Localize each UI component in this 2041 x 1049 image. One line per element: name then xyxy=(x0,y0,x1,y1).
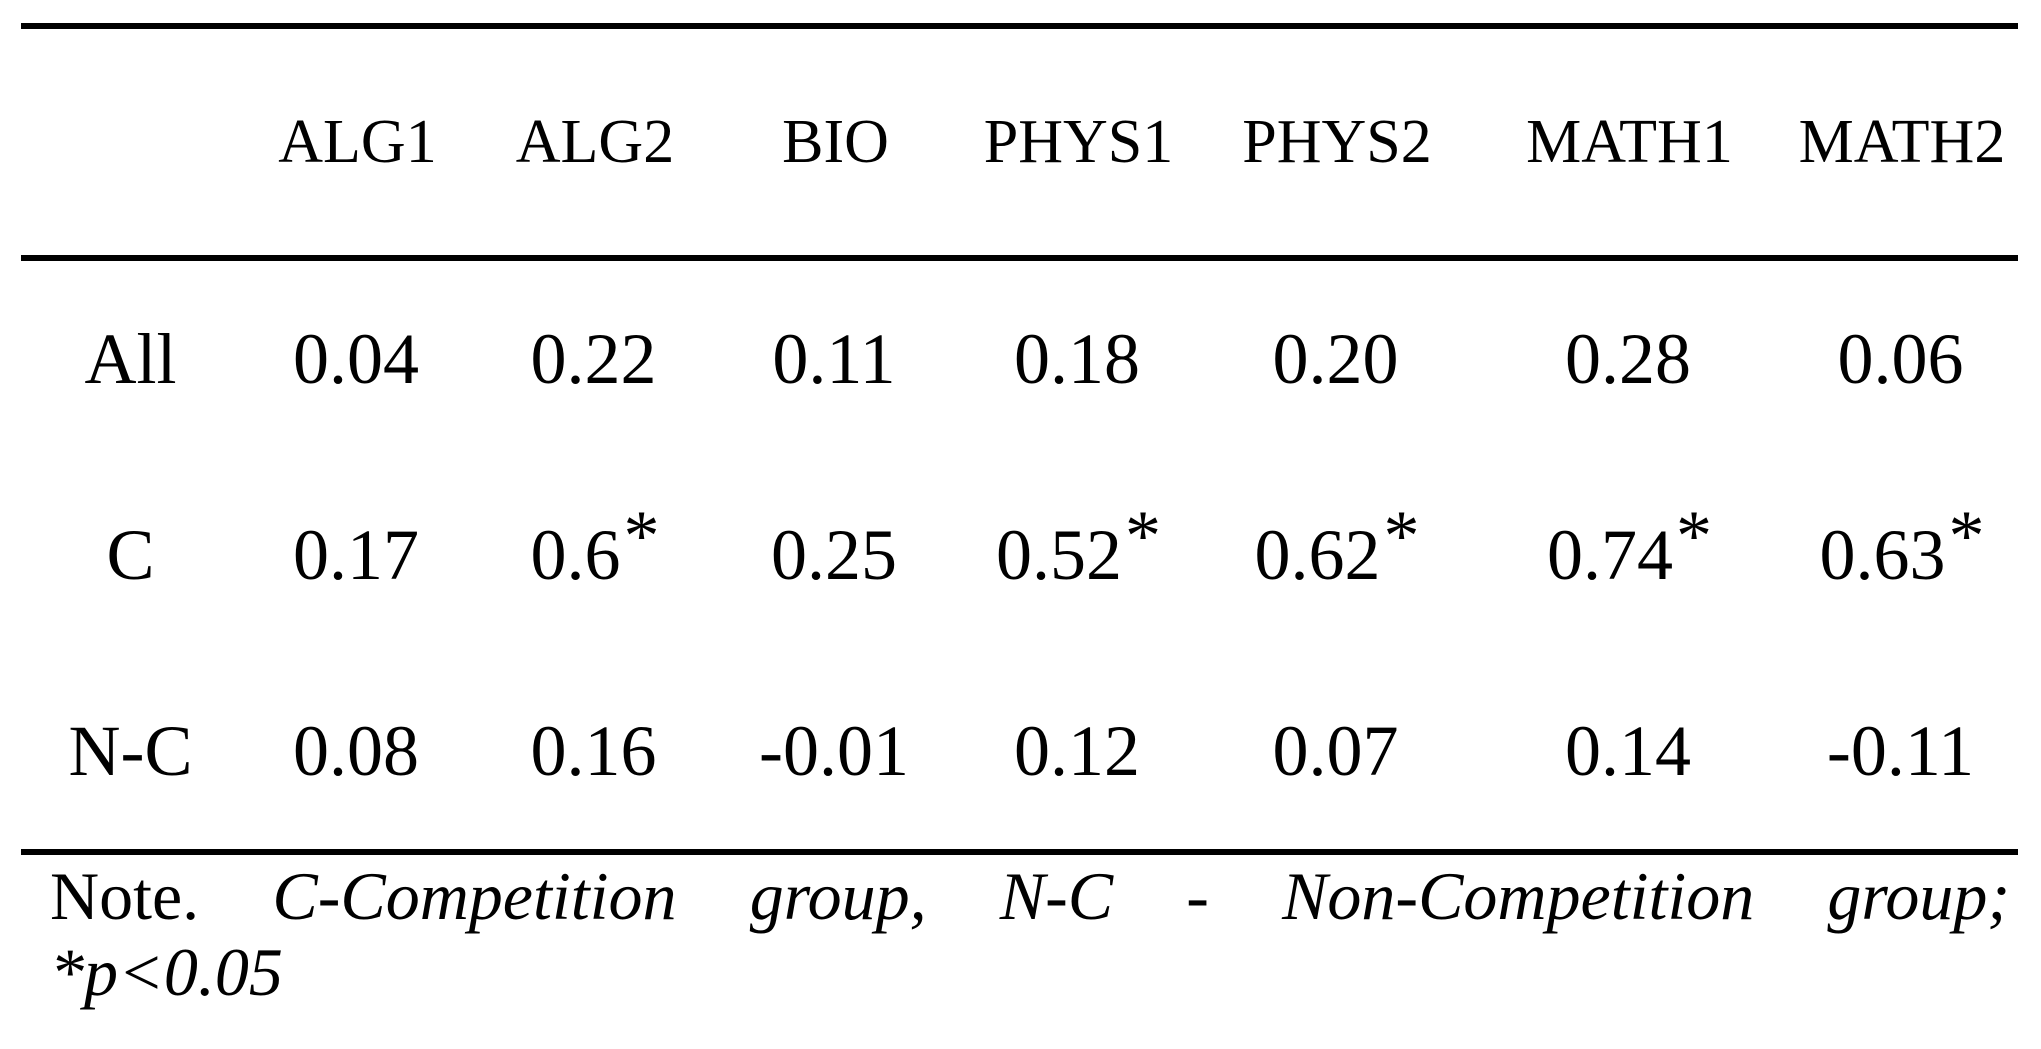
correlation-table: ALG1 ALG2 BIO PHYS1 PHYS2 MATH1 MATH2 Al… xyxy=(21,23,2018,855)
value-cell: 0.06 xyxy=(1786,258,2018,457)
row-label-all: All xyxy=(84,318,177,399)
significance-star: * xyxy=(1383,495,1420,576)
column-header-alg2: ALG2 xyxy=(475,26,715,261)
value-cell: 0.12 xyxy=(956,653,1201,852)
value-cell: 0.07 xyxy=(1201,653,1473,852)
value: 0.25 xyxy=(771,514,897,595)
value-cell: 0.14 xyxy=(1473,653,1786,852)
value-cell: 0.63* xyxy=(1786,457,2018,653)
value: 0.04 xyxy=(293,318,419,399)
value: 0.14 xyxy=(1565,710,1691,791)
value-cell: 0.20 xyxy=(1201,258,1473,457)
value: 0.74 xyxy=(1547,514,1673,595)
column-header-phys2: PHYS2 xyxy=(1201,26,1473,261)
value: 0.17 xyxy=(293,514,419,595)
significance-star: * xyxy=(1125,495,1161,576)
value: 0.12 xyxy=(1014,710,1140,791)
value-cell: 0.08 xyxy=(240,653,475,852)
value: 0.16 xyxy=(530,710,657,791)
value-cell: 0.22 xyxy=(475,258,715,457)
value-cell: 0.16 xyxy=(475,653,715,852)
value: -0.11 xyxy=(1826,710,1975,791)
value-cell: 0.6* xyxy=(475,457,715,653)
value-cell: 0.52* xyxy=(956,457,1201,653)
value-cell: -0.01 xyxy=(715,653,956,852)
table-row-noncompetition: N-C 0.08 0.16 -0.01 0.12 0.07 0.14 -0.11 xyxy=(21,653,2018,852)
note-text: C-Competition group, N-C - Non-Competiti… xyxy=(272,858,2011,934)
value: 0.28 xyxy=(1565,318,1691,399)
table-row-all: All 0.04 0.22 0.11 0.18 0.20 0.28 0.06 xyxy=(21,258,2018,457)
note-significance-line: *p<0.05 xyxy=(50,934,283,1010)
significance-star: * xyxy=(1948,495,1985,576)
column-header-math1: MATH1 xyxy=(1473,26,1786,261)
value: 0.11 xyxy=(772,318,896,399)
value: 0.20 xyxy=(1272,318,1399,399)
header-row: ALG1 ALG2 BIO PHYS1 PHYS2 MATH1 MATH2 xyxy=(21,26,2018,261)
row-label-nc: N-C xyxy=(68,710,193,791)
significance-star: * xyxy=(623,495,660,576)
value: -0.01 xyxy=(759,710,909,791)
corner-cell xyxy=(21,26,240,261)
value: 0.07 xyxy=(1272,710,1399,791)
table-row-competition: C 0.17 0.6* 0.25 0.52* 0.62* 0.74* 0.63* xyxy=(21,457,2018,653)
value: 0.63 xyxy=(1819,514,1946,595)
value-cell: 0.17 xyxy=(240,457,475,653)
row-label-c: C xyxy=(106,514,155,595)
column-header-math2: MATH2 xyxy=(1786,26,2018,261)
value: 0.22 xyxy=(530,318,657,399)
value: 0.6 xyxy=(530,514,621,595)
value-cell: 0.74* xyxy=(1473,457,1786,653)
value: 0.62 xyxy=(1254,514,1381,595)
value-cell: 0.62* xyxy=(1201,457,1473,653)
table-note: Note. C-Competition group, N-C - Non-Com… xyxy=(50,858,2010,1010)
value-cell: 0.11 xyxy=(715,258,956,457)
column-header-bio: BIO xyxy=(715,26,956,261)
value: 0.52 xyxy=(996,514,1122,595)
column-header-alg1: ALG1 xyxy=(240,26,475,261)
value-cell: 0.25 xyxy=(715,457,956,653)
value-cell: -0.11 xyxy=(1786,653,2018,852)
column-header-phys1: PHYS1 xyxy=(956,26,1201,261)
note-label: Note. xyxy=(50,858,200,934)
value: 0.08 xyxy=(293,710,419,791)
significance-star: * xyxy=(1676,495,1712,576)
value: 0.18 xyxy=(1014,318,1140,399)
value-cell: 0.28 xyxy=(1473,258,1786,457)
value-cell: 0.04 xyxy=(240,258,475,457)
value-cell: 0.18 xyxy=(956,258,1201,457)
value: 0.06 xyxy=(1837,318,1964,399)
